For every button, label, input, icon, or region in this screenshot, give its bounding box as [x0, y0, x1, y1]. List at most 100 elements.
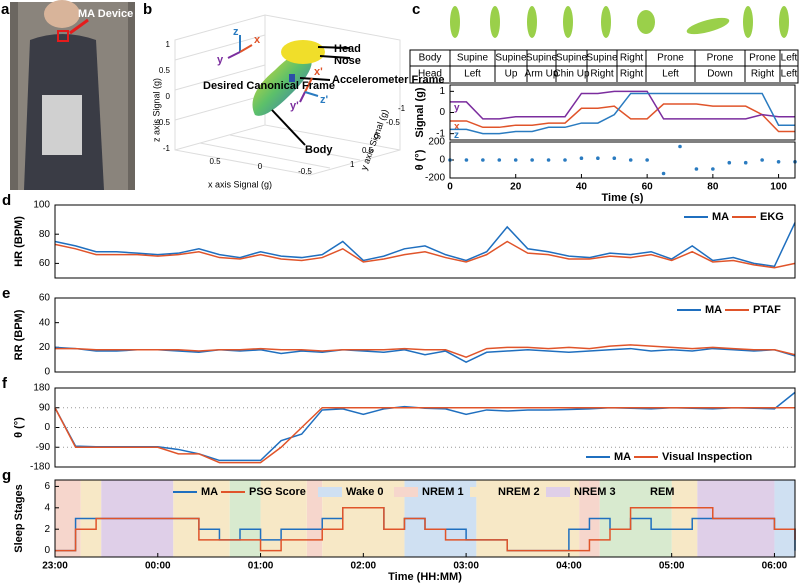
pointer-arrows — [271, 46, 351, 146]
legend-swatch — [318, 487, 342, 497]
x-tick-label: 60 — [642, 182, 654, 193]
series-line — [55, 344, 796, 359]
plot-frame — [54, 204, 796, 279]
x-tick-label: 23:00 — [42, 561, 68, 572]
plot-frame — [54, 387, 796, 468]
axis-name: z' — [320, 94, 329, 106]
legend-label: NREM 1 — [422, 486, 464, 498]
point — [776, 160, 781, 164]
legend-swatch — [546, 487, 570, 497]
y-axis-label: Sleep Stages — [13, 484, 25, 552]
device-label: MA Device — [78, 8, 133, 20]
y-tick-label: 40 — [39, 317, 51, 328]
x-axis-label: Time (HH:MM) — [388, 571, 462, 583]
table-cell: Left — [464, 69, 481, 80]
x-tick-label: 80 — [707, 182, 719, 193]
legend-swatch — [470, 487, 494, 497]
device-pack — [42, 95, 82, 155]
panel-letter: g — [2, 467, 11, 484]
table-cell: Supine — [457, 53, 489, 64]
y-tick-label: 4 — [44, 502, 50, 513]
legend-label: EKG — [760, 211, 784, 223]
legend-label: MA — [705, 304, 722, 316]
y-tick-label: 6 — [44, 481, 50, 492]
z-tick-label: 1 — [166, 40, 171, 49]
y-tick-label: 60 — [39, 293, 51, 304]
table-cell: Right — [751, 69, 775, 80]
head-label: Head — [334, 43, 361, 55]
x-tick-label: 05:00 — [659, 561, 685, 572]
panel-letter: f — [2, 375, 8, 392]
table-cell: Supine — [556, 53, 588, 64]
table-cell: Body — [419, 53, 442, 64]
panel-letter: c — [412, 1, 420, 18]
x-tick-label: -0.5 — [298, 167, 312, 176]
x-axis-label: Time (s) — [602, 192, 644, 204]
table-cell: Prone — [749, 53, 776, 64]
panel-letter: a — [1, 1, 10, 18]
point — [546, 158, 551, 162]
z-tick-label: -0.5 — [156, 118, 170, 127]
accelerometer — [289, 74, 295, 82]
legend-swatch — [622, 487, 646, 497]
axis-name: y' — [290, 100, 299, 112]
table-cell: Supine — [495, 53, 527, 64]
y-axis-label: RR (BPM) — [13, 309, 25, 360]
table-cell: Left — [662, 69, 679, 80]
axis-name: z — [233, 26, 239, 38]
x-tick-label: 00:00 — [145, 561, 171, 572]
x-tick-label: 0 — [447, 182, 453, 193]
head-shape — [281, 40, 325, 64]
legend-label: PSG Score — [249, 486, 306, 498]
axis-name: y — [217, 54, 224, 66]
table-cell: Prone — [657, 53, 684, 64]
y-tick-label: 0 — [439, 155, 445, 166]
y-tick-label: 2 — [44, 524, 50, 535]
x-tick-label: 40 — [576, 182, 588, 193]
y-tick-label: 1 — [350, 160, 355, 169]
series-line — [54, 346, 796, 363]
y-tick-label: 0.5 — [362, 146, 374, 155]
point — [694, 167, 699, 171]
point — [645, 158, 649, 162]
series-line — [54, 222, 796, 268]
device-box — [57, 30, 69, 42]
series-label: y — [454, 103, 460, 114]
y-axis-label: HR (BPM) — [13, 216, 25, 267]
axis-label: x axis Signal (g) — [208, 179, 272, 189]
table-cell: Supine — [526, 53, 558, 64]
y-axis-label: Signal (g) — [414, 87, 426, 137]
y-tick-label: -180 — [30, 462, 50, 473]
table-cell: Left — [781, 69, 798, 80]
axis-name: x — [254, 34, 261, 46]
table-cell: Supine — [586, 53, 618, 64]
series-label: z — [454, 130, 459, 141]
y-tick-label: 90 — [39, 402, 51, 413]
panel-letter: b — [143, 1, 152, 18]
x-tick-label: 01:00 — [248, 561, 274, 572]
x-tick-label: 20 — [510, 182, 522, 193]
legend-label: Wake 0 — [346, 486, 384, 498]
point — [727, 160, 732, 165]
y-tick-label: 0 — [44, 422, 50, 433]
point — [497, 158, 502, 162]
y-tick-label: 100 — [33, 200, 50, 211]
x-tick-label: 04:00 — [556, 561, 582, 572]
y-tick-label: -1 — [398, 104, 406, 113]
plot-frame — [449, 141, 796, 179]
body-label: Body — [305, 144, 333, 156]
z-tick-label: 0.5 — [159, 66, 171, 75]
table-cell: Down — [707, 69, 733, 80]
legend-label: MA — [614, 451, 631, 463]
axis-label: z axis Signal (g) — [151, 78, 161, 142]
point — [661, 171, 666, 176]
point — [513, 158, 518, 162]
point — [628, 158, 633, 162]
point — [678, 144, 682, 149]
plot-frame — [449, 84, 796, 141]
panel-letter: e — [2, 285, 10, 302]
table-cell: Up — [505, 69, 518, 80]
series-label: x — [454, 122, 460, 133]
axis-arrows — [227, 35, 319, 103]
